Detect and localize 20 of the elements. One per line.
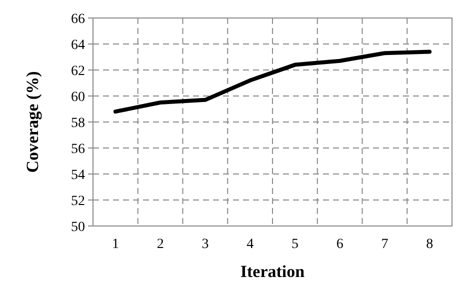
y-axis-title: Coverage (%) bbox=[23, 71, 42, 173]
line-series bbox=[113, 50, 432, 114]
x-tick-label: 1 bbox=[112, 237, 119, 252]
x-tick-label: 6 bbox=[336, 237, 344, 252]
y-tick-label: 50 bbox=[71, 220, 85, 235]
y-tick-label: 56 bbox=[71, 142, 85, 157]
x-axis-title: Iteration bbox=[240, 262, 306, 281]
y-tick-label: 60 bbox=[71, 90, 85, 105]
y-tick-label: 66 bbox=[71, 12, 85, 27]
y-tick-label: 62 bbox=[71, 64, 85, 79]
x-tick-label: 3 bbox=[202, 237, 209, 252]
x-tick-label: 5 bbox=[291, 237, 298, 252]
y-tick-label: 58 bbox=[71, 116, 85, 131]
x-tick-label: 7 bbox=[381, 237, 388, 252]
y-tick-label: 54 bbox=[71, 168, 85, 183]
x-tick-label: 8 bbox=[426, 237, 434, 252]
y-tick-label: 64 bbox=[71, 38, 85, 53]
x-tick-label: 4 bbox=[246, 237, 254, 252]
y-tick-label: 52 bbox=[71, 194, 85, 209]
x-tick-label: 2 bbox=[156, 237, 164, 252]
